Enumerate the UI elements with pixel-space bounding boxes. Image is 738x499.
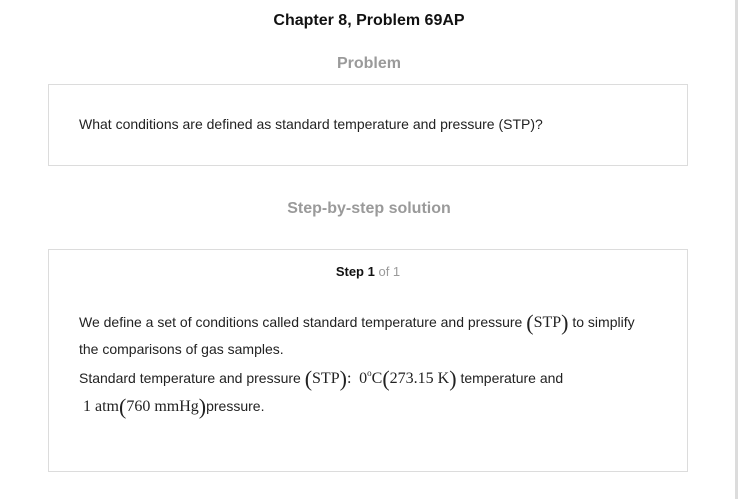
line1-text: We define a set of conditions called sta…: [79, 314, 523, 330]
line1-tail: to simplify: [572, 314, 635, 330]
step-header: Step 1 of 1: [49, 264, 687, 279]
stp-math-2: STP: [312, 370, 340, 387]
temp-kelvin: 273.15 K: [389, 370, 450, 387]
solution-box: Step 1 of 1 We define a set of condition…: [48, 249, 688, 472]
problem-text: What conditions are defined as standard …: [79, 116, 543, 132]
stp-math: STP: [533, 314, 562, 331]
line4-tail: pressure.: [206, 398, 265, 414]
solution-line-4: 1 atm(760 mmHg)pressure.: [83, 394, 265, 419]
solution-line-2: the comparisons of gas samples.: [79, 341, 284, 357]
colon: :: [346, 370, 352, 387]
solution-heading: Step-by-step solution: [287, 200, 451, 217]
problem-box: What conditions are defined as standard …: [48, 84, 688, 166]
line3-text: Standard temperature and pressure: [79, 370, 301, 386]
pressure-atm: 1 atm: [83, 398, 119, 415]
temp-celsius: 0: [359, 370, 368, 387]
line3-tail: temperature and: [460, 370, 564, 386]
step-count: of 1: [378, 264, 401, 279]
problem-heading: Problem: [336, 55, 401, 72]
degree-symbol: o: [367, 368, 372, 378]
solution-line-1: We define a set of conditions called sta…: [79, 310, 635, 335]
pressure-mmhg: 760 mmHg: [126, 398, 199, 415]
step-label: Step 1: [335, 264, 375, 279]
celsius-unit: C: [371, 370, 383, 387]
page-title: Chapter 8, Problem 69AP: [273, 12, 465, 29]
scrollbar-edge[interactable]: [735, 0, 738, 499]
solution-line-3: Standard temperature and pressure (STP):…: [79, 366, 564, 391]
